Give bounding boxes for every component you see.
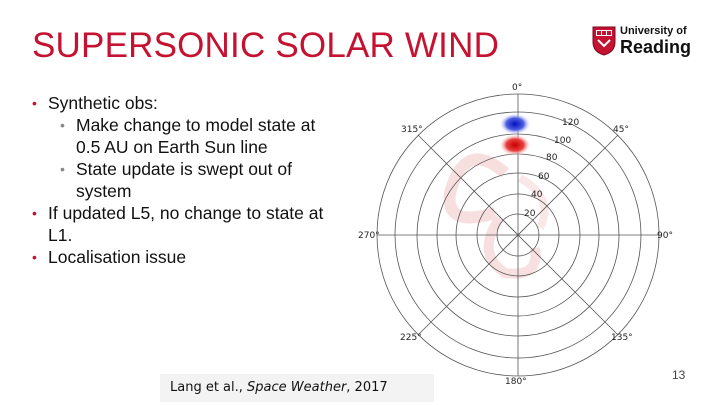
angle-label-135: 135° xyxy=(611,333,633,343)
bullet-dot-icon: • xyxy=(32,95,37,111)
bullet-text: State update is swept out of system xyxy=(76,159,292,201)
bullet-item: • State update is swept out of system xyxy=(30,158,330,202)
logo-line-reading: Reading xyxy=(620,37,692,57)
bullet-dot-icon: • xyxy=(60,117,65,133)
university-logo: University of Reading xyxy=(592,26,692,60)
angle-label-90: 90° xyxy=(657,231,673,241)
bullet-item: • If updated L5, no change to state at L1… xyxy=(30,202,330,246)
citation-year: , 2017 xyxy=(346,380,388,395)
citation-authors: Lang et al., xyxy=(170,380,248,395)
angle-label-315: 315° xyxy=(401,125,423,135)
bullet-dot-icon: • xyxy=(32,205,37,221)
bullet-item: • Localisation issue xyxy=(30,246,330,268)
angle-label-180: 180° xyxy=(505,377,527,387)
radial-label-100: 100 xyxy=(554,136,571,146)
logo-line-university-of: University of xyxy=(620,25,687,37)
citation: Lang et al., Space Weather, 2017 xyxy=(160,374,434,402)
bullet-dot-icon: • xyxy=(60,161,65,177)
bullet-item: • Make change to model state at 0.5 AU on… xyxy=(30,114,330,158)
bullet-text: Localisation issue xyxy=(48,247,187,267)
bullet-text: If updated L5, no change to state at L1. xyxy=(48,203,324,245)
angle-label-225: 225° xyxy=(400,333,422,343)
slide-title: SUPERSONIC SOLAR WIND xyxy=(32,26,500,65)
angle-label-45: 45° xyxy=(613,125,629,135)
spiral-pattern xyxy=(443,153,549,279)
radial-label-40: 40 xyxy=(531,190,543,200)
angle-label-270: 270° xyxy=(358,231,380,241)
bullet-dot-icon: • xyxy=(32,249,37,265)
bullet-list: • Synthetic obs: • Make change to model st… xyxy=(30,92,330,268)
negative-anomaly xyxy=(499,113,531,135)
page-number: 13 xyxy=(672,368,686,382)
university-crest-icon xyxy=(592,26,616,56)
radial-label-20: 20 xyxy=(524,209,536,219)
positive-anomaly xyxy=(499,134,531,156)
radial-label-80: 80 xyxy=(546,153,558,163)
bullet-text: Make change to model state at 0.5 AU on … xyxy=(76,115,316,157)
citation-journal: Space Weather xyxy=(247,380,347,395)
radial-label-120: 120 xyxy=(562,118,579,128)
polar-plot: 0° 45° 90° 135° 180° 225° 270° 315° 20 4… xyxy=(358,83,673,387)
bullet-item: • Synthetic obs: xyxy=(30,92,330,114)
angle-label-0: 0° xyxy=(512,83,522,93)
bullet-text: Synthetic obs: xyxy=(48,93,158,113)
radial-label-60: 60 xyxy=(538,172,550,182)
